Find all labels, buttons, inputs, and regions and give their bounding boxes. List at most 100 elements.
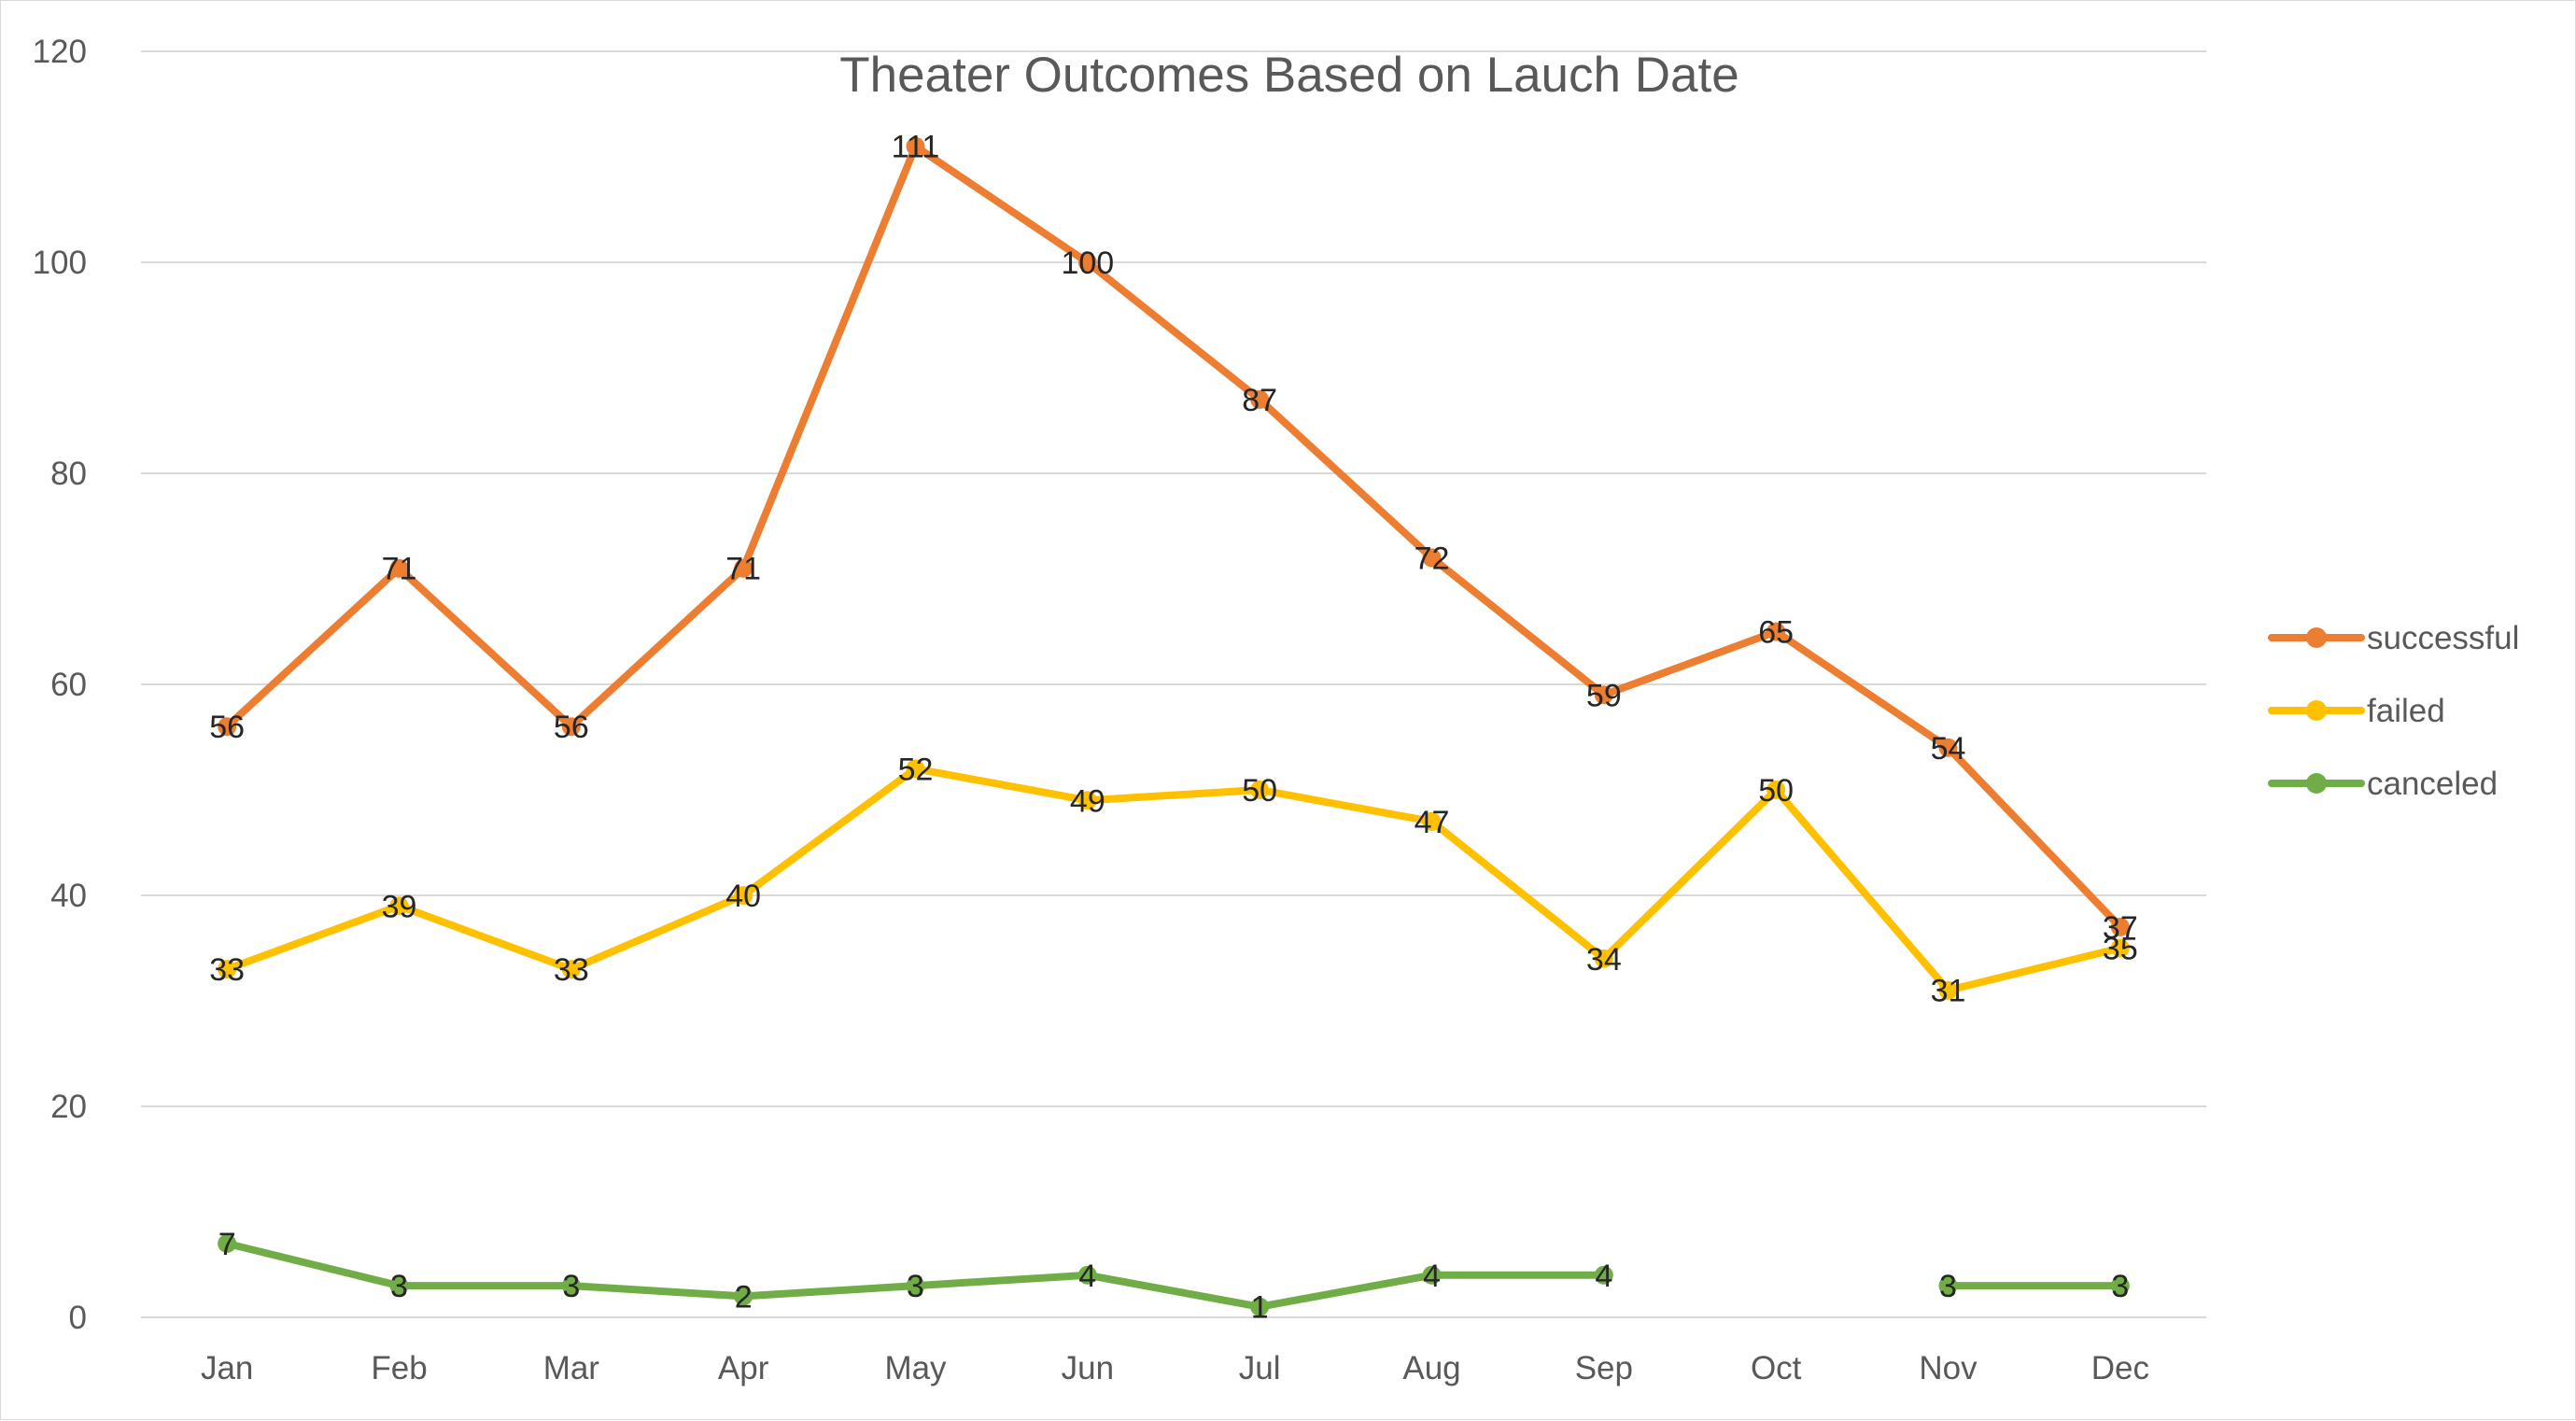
data-label-canceled: 4 bbox=[1423, 1259, 1441, 1294]
gridlines bbox=[141, 50, 2206, 1318]
data-label-successful: 59 bbox=[1586, 678, 1622, 713]
x-tick-label: Aug bbox=[1402, 1350, 1460, 1386]
data-label-failed: 40 bbox=[725, 879, 761, 914]
data-label-failed: 52 bbox=[898, 752, 934, 787]
x-tick-label: Oct bbox=[1751, 1350, 1802, 1386]
data-point-failed bbox=[1422, 811, 1442, 831]
data-label-failed: 31 bbox=[1931, 974, 1966, 1009]
data-point-canceled bbox=[1077, 1265, 1097, 1285]
data-label-canceled: 1 bbox=[1251, 1290, 1269, 1326]
data-label-successful: 54 bbox=[1931, 731, 1966, 767]
data-point-successful bbox=[561, 717, 581, 737]
data-label-successful: 56 bbox=[554, 710, 589, 745]
x-axis-ticks: Jan Feb Mar Apr May Jun Jul Aug Sep Oct Nov Dec bbox=[201, 1350, 2149, 1386]
x-tick-label: Sep bbox=[1575, 1350, 1633, 1386]
data-point-successful bbox=[1594, 685, 1613, 705]
data-label-canceled: 4 bbox=[1595, 1259, 1612, 1294]
data-point-canceled bbox=[1422, 1265, 1442, 1285]
data-label-successful: 65 bbox=[1758, 615, 1794, 651]
data-point-failed bbox=[1077, 791, 1097, 810]
x-tick-label: Dec bbox=[2091, 1350, 2149, 1386]
legend-marker-canceled bbox=[2306, 773, 2327, 794]
data-point-successful bbox=[218, 717, 237, 737]
x-tick-label: Feb bbox=[371, 1350, 427, 1386]
data-point-failed bbox=[1594, 949, 1613, 968]
data-point-successful bbox=[389, 558, 409, 578]
y-tick-label: 60 bbox=[50, 667, 87, 703]
data-point-canceled bbox=[906, 1276, 925, 1296]
x-tick-label: May bbox=[884, 1350, 947, 1386]
y-axis-ticks: 0 20 40 60 80 100 120 bbox=[33, 34, 87, 1336]
data-point-failed bbox=[561, 960, 581, 979]
legend-label-failed: failed bbox=[2367, 693, 2445, 729]
y-tick-label: 120 bbox=[33, 34, 87, 70]
data-point-canceled bbox=[389, 1276, 409, 1296]
data-point-failed bbox=[1938, 980, 1958, 1000]
x-tick-label: Jul bbox=[1239, 1350, 1281, 1386]
y-tick-label: 0 bbox=[69, 1300, 87, 1336]
x-tick-label: Mar bbox=[543, 1350, 600, 1386]
x-tick-label: Jun bbox=[1062, 1350, 1114, 1386]
data-label-canceled: 3 bbox=[2111, 1269, 2129, 1304]
data-label-failed: 35 bbox=[2103, 932, 2138, 967]
data-point-canceled bbox=[1250, 1297, 1270, 1316]
x-tick-label: Nov bbox=[1919, 1350, 1978, 1386]
series-lines bbox=[218, 136, 2130, 1316]
data-label-canceled: 3 bbox=[1939, 1269, 1957, 1304]
data-point-successful bbox=[1422, 548, 1442, 568]
legend-marker-successful bbox=[2306, 627, 2327, 648]
data-point-successful bbox=[734, 558, 753, 578]
data-label-canceled: 3 bbox=[390, 1269, 408, 1304]
data-point-failed bbox=[906, 759, 925, 779]
data-point-successful bbox=[906, 136, 925, 156]
data-label-successful: 71 bbox=[382, 552, 417, 587]
data-point-canceled bbox=[734, 1287, 753, 1306]
y-tick-label: 40 bbox=[50, 878, 87, 914]
y-tick-label: 80 bbox=[50, 456, 87, 492]
data-point-canceled bbox=[2110, 1276, 2130, 1296]
data-point-successful bbox=[1077, 253, 1097, 272]
data-point-failed bbox=[2110, 938, 2130, 958]
series-line-failed bbox=[223, 765, 2124, 994]
data-point-successful bbox=[1938, 738, 1958, 757]
data-label-failed: 33 bbox=[209, 952, 245, 988]
data-label-successful: 56 bbox=[209, 710, 245, 745]
legend-label-canceled: canceled bbox=[2367, 766, 2498, 802]
data-label-failed: 47 bbox=[1415, 805, 1450, 840]
y-tick-label: 20 bbox=[50, 1089, 87, 1125]
data-label-failed: 49 bbox=[1070, 783, 1105, 819]
x-tick-label: Jan bbox=[201, 1350, 253, 1386]
data-point-failed bbox=[1767, 781, 1786, 799]
chart-title: Theater Outcomes Based on Lauch Date bbox=[839, 48, 1738, 103]
data-point-successful bbox=[1250, 389, 1270, 409]
data-point-canceled bbox=[1938, 1276, 1958, 1296]
legend-label-successful: successful bbox=[2367, 620, 2519, 656]
data-label-canceled: 3 bbox=[562, 1269, 580, 1304]
data-point-failed bbox=[218, 960, 237, 979]
data-label-successful: 111 bbox=[892, 130, 940, 165]
data-point-successful bbox=[1767, 622, 1786, 641]
legend: successful failed canceled bbox=[2268, 620, 2519, 802]
data-point-canceled bbox=[218, 1233, 237, 1253]
data-label-canceled: 3 bbox=[907, 1269, 924, 1304]
data-point-failed bbox=[389, 896, 409, 916]
legend-marker-failed bbox=[2306, 700, 2327, 721]
data-label-successful: 100 bbox=[1061, 246, 1114, 281]
data-label-successful: 37 bbox=[2103, 910, 2138, 946]
data-label-failed: 50 bbox=[1242, 773, 1277, 809]
data-label-failed: 34 bbox=[1586, 942, 1622, 978]
data-label-canceled: 4 bbox=[1078, 1259, 1096, 1294]
y-tick-label: 100 bbox=[33, 245, 87, 281]
data-point-successful bbox=[2110, 917, 2130, 936]
data-label-canceled: 2 bbox=[735, 1279, 753, 1315]
data-point-canceled bbox=[561, 1276, 581, 1296]
data-point-canceled bbox=[1594, 1265, 1613, 1285]
data-label-failed: 33 bbox=[554, 952, 589, 988]
data-label-canceled: 7 bbox=[218, 1227, 236, 1262]
series-line-successful bbox=[223, 142, 2124, 931]
data-label-successful: 71 bbox=[725, 552, 761, 587]
x-tick-label: Apr bbox=[718, 1350, 769, 1386]
